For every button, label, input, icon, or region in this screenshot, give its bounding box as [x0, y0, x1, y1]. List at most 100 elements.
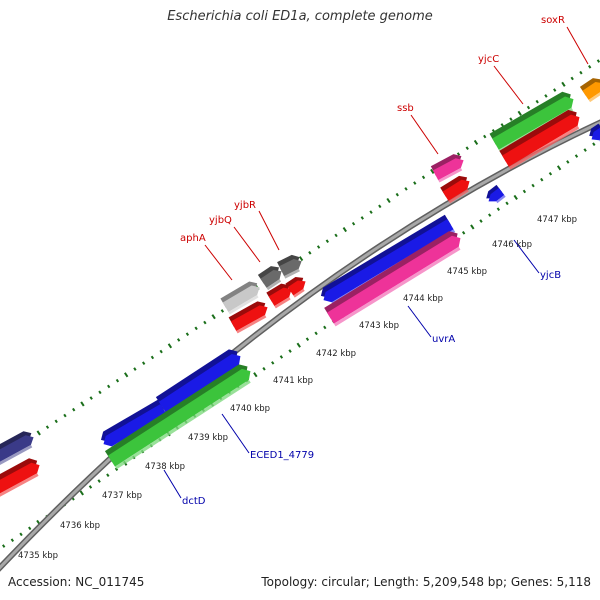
tick-mark [583, 148, 587, 152]
feature-highlight [274, 297, 291, 309]
gene-feature-yjbR [277, 254, 302, 279]
feature-highlight [293, 288, 305, 298]
gene-label-yjcc: yjcC [478, 54, 499, 65]
feature-highlight [448, 189, 469, 204]
tick-mark [114, 467, 119, 472]
tick-mark [430, 168, 435, 175]
tick-mark [553, 88, 557, 92]
genome-summary: Topology: circular; Length: 5,209,548 bp… [261, 575, 591, 589]
gene-label-uvra: uvrA [432, 334, 455, 345]
tick-mark [473, 139, 479, 145]
ruler-label: 4743 kbp [359, 321, 399, 331]
feature-face [492, 96, 574, 150]
tick-mark [45, 425, 50, 429]
tick-mark [579, 70, 583, 75]
tick-mark [395, 192, 399, 197]
ruler-label: 4738 kbp [145, 462, 185, 472]
tick-mark [97, 479, 101, 483]
tick-mark [461, 231, 466, 235]
tick-mark [351, 221, 356, 226]
tick-mark [19, 532, 23, 537]
tick-mark [288, 349, 292, 353]
tick-mark [220, 309, 225, 313]
tick-mark [470, 224, 475, 230]
tick-mark [378, 204, 382, 209]
gene-feature-uvrA [324, 231, 461, 327]
tick-mark [421, 175, 426, 180]
gene-label-yjbq: yjbQ [209, 215, 232, 226]
tick-mark [308, 251, 312, 255]
feature-highlight [236, 314, 267, 334]
tick-mark [505, 201, 509, 206]
tick-mark [531, 183, 535, 188]
gene-label-leader [513, 239, 540, 274]
tick-mark [150, 355, 155, 360]
ruler-label: 4747 kbp [537, 215, 577, 225]
feature-highlight [114, 379, 251, 470]
tick-mark [404, 187, 408, 191]
feature-face [323, 219, 454, 303]
feature-face [0, 462, 40, 494]
genome-backbone [0, 119, 600, 572]
gene-label-leader [258, 210, 280, 251]
tick-mark [124, 372, 129, 378]
tick-mark [279, 355, 284, 359]
gene-label-leader [233, 226, 261, 263]
accession-label: Accession: NC_011745 [8, 575, 145, 589]
ruler-label: 4740 kbp [230, 404, 270, 414]
gene-label-leader [493, 65, 524, 105]
gene-feature-yjcB [486, 184, 506, 204]
tick-mark [342, 227, 347, 233]
tick-mark [159, 349, 163, 354]
gene-feature-red [266, 283, 292, 309]
tick-mark [522, 189, 527, 194]
tick-mark [296, 342, 301, 348]
gene-feature-red [228, 301, 268, 334]
ruler-label: 4742 kbp [316, 349, 356, 359]
gene-label-soxr: soxR [541, 15, 565, 26]
tick-mark [526, 105, 531, 110]
ruler-label: 4744 kbp [403, 294, 443, 304]
tick-mark [63, 413, 67, 418]
tick-mark [253, 372, 258, 378]
feature-face [591, 127, 600, 141]
tick-mark [596, 59, 600, 63]
lower-tick-track [2, 142, 596, 548]
gene-label-leader [163, 469, 182, 499]
tick-mark [556, 165, 562, 171]
tick-mark [167, 343, 173, 349]
tick-mark [570, 76, 574, 81]
tick-mark [588, 65, 592, 69]
feature-face [268, 287, 292, 306]
feature-highlight [0, 473, 39, 497]
gene-label-leader [221, 413, 250, 454]
gene-feature-ssb [430, 154, 464, 183]
tick-mark [10, 538, 15, 542]
tick-mark [513, 194, 518, 200]
feature-highlight [333, 246, 461, 327]
feature-highlight [438, 167, 463, 183]
ruler-label: 4737 kbp [102, 491, 142, 501]
gene-feature-yjbQ [257, 266, 282, 291]
tick-mark [316, 245, 321, 249]
backbone-line [0, 121, 600, 570]
tick-mark [298, 256, 304, 262]
gene-features [0, 78, 600, 497]
feature-face [222, 285, 260, 312]
tick-mark [369, 210, 373, 214]
tick-mark [325, 239, 329, 243]
tick-mark [176, 338, 181, 342]
feature-face [0, 435, 34, 462]
tick-mark [211, 314, 216, 320]
tick-mark [36, 430, 41, 436]
tick-mark [142, 361, 146, 366]
feature-face [327, 235, 461, 324]
feature-face [488, 187, 505, 202]
ruler-label: 4735 kbp [18, 551, 58, 561]
gene-feature-green [104, 364, 251, 470]
feature-face [287, 280, 306, 296]
feature-face [432, 158, 464, 181]
tick-mark [465, 146, 469, 151]
